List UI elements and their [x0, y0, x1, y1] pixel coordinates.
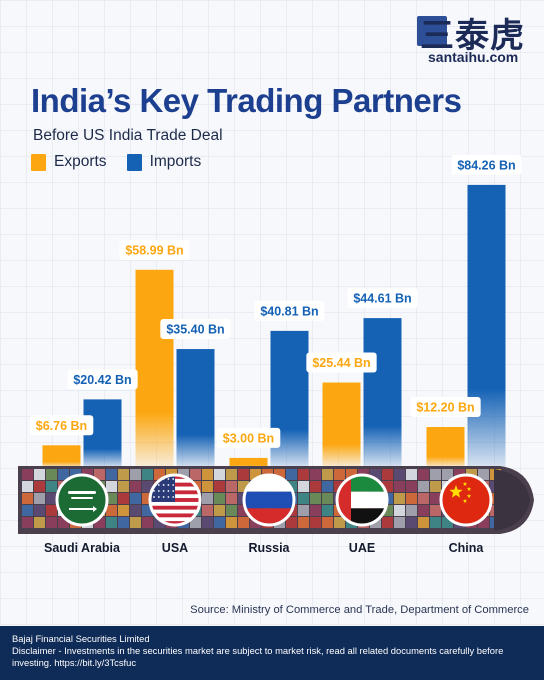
flags-group: [55, 473, 493, 527]
data-label-imports-saudi-arabia: $20.42 Bn: [67, 369, 138, 390]
page-subtitle: Before US India Trade Deal: [33, 127, 223, 144]
svg-text:$3.00 Bn: $3.00 Bn: [223, 431, 274, 445]
category-label-saudi-arabia: Saudi Arabia: [44, 541, 121, 555]
data-label-exports-uae: $25.44 Bn: [306, 352, 377, 373]
data-label-exports-china: $12.20 Bn: [410, 397, 481, 418]
svg-text:$25.44 Bn: $25.44 Bn: [312, 356, 370, 370]
data-label-imports-usa: $35.40 Bn: [160, 319, 231, 340]
logo-url: santaihu.com: [428, 49, 519, 65]
legend-label-imports: Imports: [149, 153, 202, 170]
chart-svg: $6.76 Bn $20.42 Bn $58.99 Bn $35.40 Bn $3.00…: [18, 154, 534, 555]
legend-swatch-imports: [126, 153, 142, 171]
category-label-russia: Russia: [249, 541, 291, 555]
legend-item-imports: Imports: [126, 153, 202, 171]
bar-exports-china: [426, 427, 465, 468]
legend-item-exports: Exports: [31, 153, 107, 171]
data-label-exports-saudi-arabia: $6.76 Bn: [29, 415, 94, 436]
svg-text:$84.26 Bn: $84.26 Bn: [457, 158, 515, 172]
footer-company: Bajaj Financial Securities Limited: [12, 633, 150, 644]
bar-exports-russia: [229, 457, 268, 468]
footer: Bajaj Financial Securities Limited Discl…: [0, 626, 544, 680]
bar-imports-china: [467, 184, 506, 468]
page-title: India’s Key Trading Partners: [31, 82, 462, 119]
source-note: Source: Ministry of Commerce and Trade, …: [190, 604, 529, 616]
flag-ring-usa: [148, 473, 202, 527]
footer-disclaimer: Disclaimer - Investments in the securiti…: [12, 645, 504, 668]
category-label-china: China: [449, 541, 485, 555]
bar-exports-uae: [322, 382, 361, 468]
bar-imports-usa: [176, 349, 215, 468]
svg-text:$44.61 Bn: $44.61 Bn: [353, 292, 411, 306]
data-label-exports-russia: $3.00 Bn: [216, 427, 281, 448]
category-label-uae: UAE: [349, 541, 375, 555]
data-label-exports-usa: $58.99 Bn: [119, 239, 190, 260]
data-label-imports-china: $84.26 Bn: [451, 154, 522, 175]
svg-text:$12.20 Bn: $12.20 Bn: [416, 401, 474, 415]
chart-legend: Exports Imports: [31, 153, 221, 171]
category-label-usa: USA: [162, 541, 188, 555]
bar-imports-uae: [363, 318, 402, 468]
svg-text:$20.42 Bn: $20.42 Bn: [73, 373, 131, 387]
data-label-imports-russia: $40.81 Bn: [254, 300, 325, 321]
bars-group: [42, 184, 506, 468]
flag-ring-russia: [242, 473, 296, 527]
data-label-imports-uae: $44.61 Bn: [347, 288, 418, 309]
category-labels: Saudi Arabia USA Russia UAE China: [44, 541, 484, 555]
svg-text:$40.81 Bn: $40.81 Bn: [260, 304, 318, 318]
flag-ring-saudi-arabia: [55, 473, 109, 527]
legend-label-exports: Exports: [54, 153, 107, 170]
logo-mark: 三泰虎: [420, 16, 525, 56]
svg-text:$6.76 Bn: $6.76 Bn: [36, 419, 87, 433]
svg-text:$58.99 Bn: $58.99 Bn: [125, 243, 183, 257]
bar-exports-saudi-arabia: [42, 445, 81, 468]
bar-exports-usa: [135, 269, 174, 468]
flag-ring-china: [439, 473, 493, 527]
svg-text:$35.40 Bn: $35.40 Bn: [166, 323, 224, 337]
flag-ring-uae: [335, 473, 389, 527]
legend-swatch-exports: [31, 153, 46, 171]
data-labels-group: $6.76 Bn $20.42 Bn $58.99 Bn $35.40 Bn $3.00…: [29, 154, 522, 448]
logo-badge: [417, 16, 447, 46]
